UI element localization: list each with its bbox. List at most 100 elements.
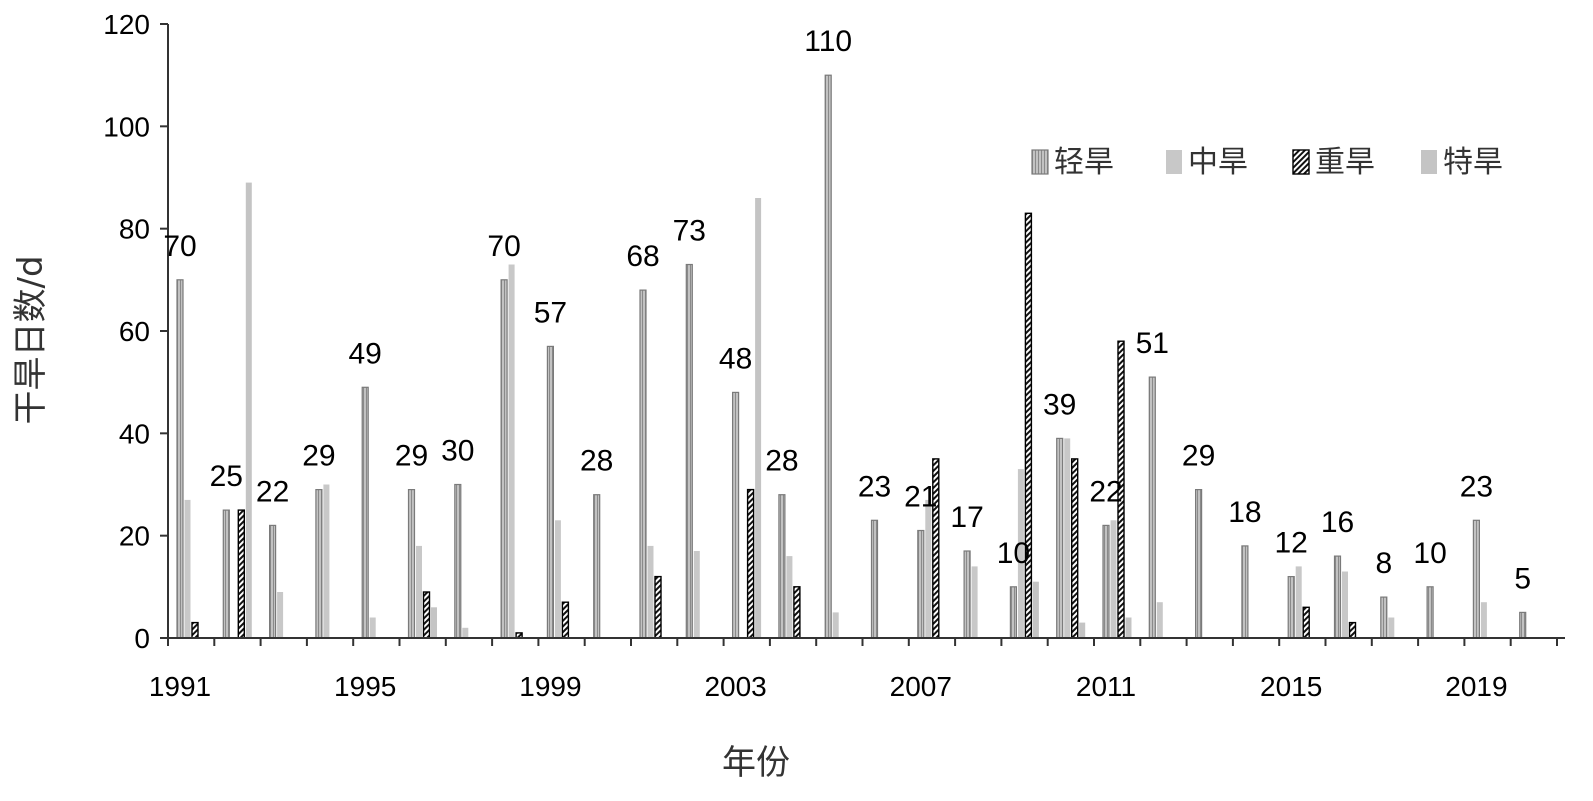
bar-1-2014 — [1241, 545, 1249, 639]
data-label: 51 — [1136, 327, 1169, 360]
data-label: 110 — [804, 25, 852, 58]
bar-1-2016 — [1333, 555, 1342, 639]
data-label: 21 — [904, 481, 937, 514]
bar-1-2009 — [1009, 586, 1018, 639]
data-label: 8 — [1375, 547, 1392, 580]
bar-2-1991 — [184, 499, 191, 638]
x-tick-label: 2007 — [890, 671, 952, 702]
data-label: 23 — [1460, 470, 1493, 503]
y-axis-title: 干旱日数/d — [11, 255, 51, 424]
bar-2-1994 — [323, 484, 330, 638]
bar-1-2007 — [917, 529, 925, 639]
bar-4-1992 — [245, 182, 252, 638]
bar-1-2008 — [963, 550, 971, 639]
bar-1-1998 — [500, 279, 508, 639]
bar-2-2019 — [1480, 602, 1487, 638]
data-label: 30 — [441, 435, 474, 468]
bar-1-2019 — [1472, 519, 1481, 639]
bar-3-2004 — [793, 586, 801, 639]
bar-1-2013 — [1194, 489, 1203, 639]
data-label: 18 — [1228, 496, 1261, 529]
bar-2-2007 — [925, 499, 932, 638]
legend-swatch — [1166, 150, 1182, 174]
x-tick-label: 2003 — [704, 671, 766, 702]
bar-2-1995 — [369, 617, 376, 638]
data-label: 68 — [626, 240, 659, 273]
bar-1-2011 — [1102, 524, 1110, 639]
bar-1-1995 — [361, 386, 369, 639]
bar-2-2009 — [1017, 469, 1024, 638]
bar-1-2010 — [1056, 437, 1064, 639]
bar-1-1992 — [222, 509, 230, 639]
legend: 轻旱 中旱 重旱 特旱 — [1031, 145, 1503, 180]
x-tick-label: 1995 — [334, 671, 396, 702]
data-label: 29 — [1182, 440, 1215, 473]
bar-4-2011 — [1125, 617, 1132, 638]
data-label: 28 — [580, 445, 613, 478]
bar-2-2016 — [1342, 571, 1348, 638]
bar-3-2009 — [1024, 212, 1033, 639]
data-label: 12 — [1275, 527, 1308, 560]
bar-2-2002 — [693, 551, 700, 638]
data-label: 28 — [765, 445, 798, 478]
bar-3-2003 — [746, 488, 755, 639]
data-label: 25 — [210, 460, 243, 493]
bar-1-2002 — [685, 263, 693, 639]
data-label: 49 — [349, 337, 382, 370]
legend-label: 重旱 — [1315, 145, 1375, 180]
bar-2-1996 — [416, 545, 422, 638]
data-label: 73 — [673, 214, 706, 247]
bar-2-2008 — [971, 566, 978, 638]
x-tick-label: 2019 — [1445, 671, 1507, 702]
legend-label: 轻旱 — [1054, 145, 1114, 180]
bar-1-1994 — [315, 489, 323, 639]
bar-3-2001 — [654, 575, 662, 639]
bar-3-1999 — [561, 601, 570, 639]
x-tick-label: 2015 — [1260, 671, 1322, 702]
bar-3-1991 — [191, 621, 199, 639]
y-tick-label: 20 — [119, 521, 150, 552]
bar-4-2010 — [1079, 622, 1086, 638]
data-label: 10 — [997, 537, 1030, 570]
bar-1-2012 — [1148, 376, 1156, 639]
bar-2-1998 — [508, 264, 515, 638]
legend-label: 特旱 — [1443, 145, 1503, 180]
bar-1-2001 — [639, 289, 647, 639]
data-label: 70 — [163, 230, 196, 263]
bar-3-2016 — [1348, 621, 1357, 639]
bar-2-2011 — [1110, 520, 1117, 638]
y-tick-label: 80 — [119, 214, 150, 245]
bar-1-2005 — [824, 74, 832, 639]
bar-1-2003 — [731, 391, 740, 639]
bar-1-2006 — [870, 519, 879, 639]
data-label: 22 — [1089, 475, 1122, 508]
x-tick-label: 2011 — [1076, 671, 1136, 702]
bar-3-1996 — [422, 591, 431, 639]
bar-2-2005 — [832, 612, 839, 638]
data-label: 17 — [950, 501, 983, 534]
data-label: 29 — [395, 440, 428, 473]
bar-4-1996 — [431, 607, 437, 638]
data-label: 57 — [534, 296, 567, 329]
bar-1-1993 — [269, 524, 277, 639]
y-tick-label: 0 — [134, 623, 150, 654]
y-tick-label: 60 — [119, 316, 150, 347]
bar-3-2015 — [1302, 606, 1310, 639]
bar-2-2004 — [786, 556, 793, 638]
bar-3-1992 — [237, 509, 246, 639]
data-label: 16 — [1321, 506, 1354, 539]
bar-1-2004 — [778, 494, 786, 639]
bar-1-2018 — [1426, 586, 1434, 639]
bar-1-2000 — [593, 494, 601, 639]
bar-2-2001 — [647, 545, 654, 638]
data-label: 22 — [256, 475, 289, 508]
bar-2-1997 — [462, 627, 469, 638]
bar-1-1996 — [407, 489, 416, 639]
y-tick-label: 120 — [103, 9, 150, 40]
bar-2-1999 — [554, 520, 561, 638]
data-label: 70 — [487, 230, 520, 263]
bar-1-1991 — [176, 279, 184, 639]
bar-1-2017 — [1380, 596, 1388, 639]
